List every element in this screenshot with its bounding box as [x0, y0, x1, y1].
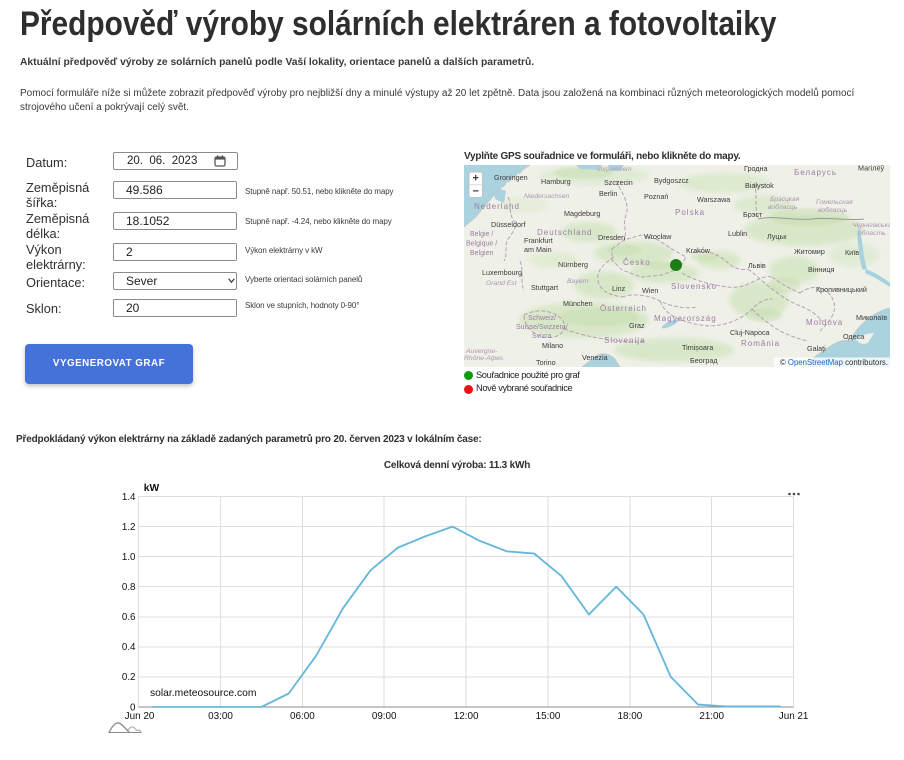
svg-text:Rhône-Alpes: Rhône-Alpes	[464, 355, 504, 362]
svg-text:вобласць: вобласць	[768, 203, 798, 211]
svg-text:Vorpommern: Vorpommern	[597, 167, 632, 173]
svg-text:−: −	[472, 186, 478, 198]
svg-text:© OpenStreetMap contributors.: © OpenStreetMap contributors.	[780, 358, 888, 367]
svg-text:Беларусь: Беларусь	[794, 168, 837, 177]
svg-text:Гомельская: Гомельская	[816, 199, 853, 206]
svg-text:Bayern: Bayern	[567, 278, 589, 285]
svg-text:Slovensko: Slovensko	[671, 282, 717, 291]
svg-text:1.2: 1.2	[122, 522, 136, 533]
svg-text:1.4: 1.4	[122, 492, 136, 503]
svg-text:Lublin: Lublin	[728, 229, 747, 238]
svg-text:Graz: Graz	[629, 321, 645, 330]
svg-text:Österreich: Österreich	[600, 304, 647, 313]
svg-text:Брэст: Брэст	[743, 210, 763, 219]
svg-text:Київ: Київ	[845, 248, 859, 257]
svg-text:03:00: 03:00	[208, 711, 233, 722]
svg-text:München: München	[563, 299, 593, 308]
svg-text:15:00: 15:00	[536, 711, 561, 722]
svg-text:Milano: Milano	[542, 341, 563, 350]
svg-text:Wrocław: Wrocław	[644, 232, 672, 241]
svg-text:Львів: Львів	[748, 261, 766, 270]
svg-text:Magdeburg: Magdeburg	[564, 209, 600, 218]
svg-text:Wien: Wien	[642, 286, 658, 295]
svg-text:09:00: 09:00	[372, 711, 397, 722]
svg-text:Belgie /: Belgie /	[470, 231, 493, 238]
svg-text:Чернігівська: Чернігівська	[852, 221, 890, 229]
svg-text:Bydgoszcz: Bydgoszcz	[654, 176, 689, 185]
svg-text:Slovenija: Slovenija	[604, 336, 645, 345]
svg-text:Suisse/Svizzera/: Suisse/Svizzera/	[516, 324, 568, 331]
svg-text:Миколаїв: Миколаїв	[856, 313, 887, 322]
svg-text:Cluj-Napoca: Cluj-Napoca	[730, 328, 770, 337]
svg-text:Вінниця: Вінниця	[808, 265, 834, 274]
svg-text:0.6: 0.6	[122, 612, 136, 623]
svg-text:Кропивницький: Кропивницький	[816, 285, 867, 294]
svg-text:Česko: Česko	[623, 258, 651, 267]
svg-text:вобласць: вобласць	[818, 206, 848, 214]
svg-text:Grand Est: Grand Est	[486, 280, 518, 287]
svg-text:Groningen: Groningen	[494, 173, 528, 182]
svg-text:Düsseldorf: Düsseldorf	[491, 220, 525, 229]
svg-text:Kraków: Kraków	[686, 246, 711, 255]
svg-text:Jun 20: Jun 20	[125, 711, 155, 722]
svg-text:Galați: Galați	[807, 344, 826, 353]
svg-text:0: 0	[130, 702, 136, 713]
svg-text:Timișoara: Timișoara	[682, 343, 713, 352]
svg-text:Schweiz/: Schweiz/	[528, 315, 556, 322]
svg-text:Deutschland: Deutschland	[537, 228, 592, 237]
svg-text:0.4: 0.4	[122, 642, 136, 653]
svg-text:Belgien: Belgien	[470, 250, 493, 257]
svg-text:0.8: 0.8	[122, 582, 136, 593]
svg-text:Svizra: Svizra	[532, 333, 552, 340]
svg-text:0.2: 0.2	[122, 672, 136, 683]
svg-text:Одеса: Одеса	[843, 332, 864, 341]
svg-text:Auvergne-: Auvergne-	[465, 348, 498, 355]
svg-text:Jun 21: Jun 21	[779, 711, 809, 722]
svg-text:România: România	[741, 339, 780, 348]
svg-text:Torino: Torino	[536, 358, 556, 367]
svg-text:Belgique /: Belgique /	[466, 241, 497, 248]
svg-text:06:00: 06:00	[290, 711, 315, 722]
svg-text:+: +	[472, 173, 478, 185]
svg-text:Niedersachsen: Niedersachsen	[524, 193, 570, 200]
svg-text:Житомир: Житомир	[794, 247, 825, 256]
svg-text:Луцьк: Луцьк	[767, 232, 787, 241]
svg-text:Berlin: Berlin	[599, 189, 617, 198]
svg-text:Venezia: Venezia	[582, 353, 608, 362]
svg-text:12:00: 12:00	[454, 711, 479, 722]
svg-text:Frankfurt: Frankfurt	[524, 236, 553, 245]
svg-text:Магілёў: Магілёў	[858, 165, 884, 173]
svg-text:Nederland: Nederland	[474, 202, 520, 211]
svg-text:Poznań: Poznań	[644, 192, 668, 201]
svg-text:am Main: am Main	[524, 245, 552, 254]
svg-text:Dresden: Dresden	[598, 233, 625, 242]
svg-text:Брэсцкая: Брэсцкая	[770, 196, 800, 203]
svg-text:Polska: Polska	[675, 208, 705, 217]
svg-text:Warszawa: Warszawa	[697, 195, 730, 204]
svg-text:solar.meteosource.com: solar.meteosource.com	[150, 688, 256, 699]
svg-text:Hamburg: Hamburg	[541, 177, 571, 186]
svg-text:Magyarország: Magyarország	[654, 314, 717, 323]
svg-text:Stuttgart: Stuttgart	[531, 283, 558, 292]
svg-text:Linz: Linz	[612, 284, 626, 293]
svg-text:Moldova: Moldova	[806, 318, 843, 327]
svg-text:Białystok: Białystok	[745, 181, 774, 190]
svg-text:21:00: 21:00	[699, 711, 724, 722]
svg-text:kW: kW	[144, 483, 160, 494]
svg-text:область: область	[858, 229, 886, 237]
svg-text:Гродна: Гродна	[744, 165, 768, 173]
svg-text:Luxembourg: Luxembourg	[482, 268, 522, 277]
svg-text:Szczecin: Szczecin	[604, 178, 633, 187]
svg-text:Београд: Београд	[690, 356, 718, 365]
svg-text:1.0: 1.0	[122, 552, 136, 563]
svg-text:Nürnberg: Nürnberg	[558, 260, 588, 269]
svg-text:18:00: 18:00	[618, 711, 643, 722]
